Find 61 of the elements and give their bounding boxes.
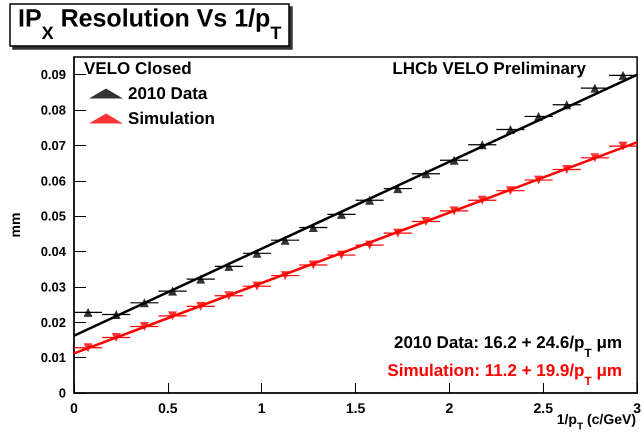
y-tick-label: 0.05 [40, 208, 66, 224]
point [450, 156, 459, 165]
point [168, 286, 178, 296]
y-tick-label: 0.02 [40, 314, 66, 330]
point [421, 216, 430, 226]
y-tick-label: 0.06 [40, 173, 66, 188]
point [168, 311, 178, 320]
point [618, 70, 628, 80]
point [280, 236, 290, 245]
y-tick-label: 0.08 [40, 102, 66, 118]
point [84, 343, 93, 352]
point [478, 196, 487, 205]
point [140, 322, 149, 332]
x-tick-label: 1 [258, 400, 266, 416]
point [421, 169, 430, 178]
y-axis-title: mm [7, 212, 23, 238]
point [308, 222, 318, 232]
legend-label: 2010 Data [128, 84, 208, 103]
point [450, 206, 459, 216]
point [196, 302, 206, 311]
point [252, 282, 262, 291]
point [252, 248, 262, 258]
y-tick-label: 0.09 [40, 67, 66, 82]
point [590, 84, 600, 93]
point [196, 274, 206, 284]
point [506, 186, 515, 196]
point [84, 308, 93, 317]
x-tick-label: 0 [70, 400, 78, 416]
point [562, 100, 572, 110]
point [336, 210, 346, 219]
point [308, 260, 318, 270]
x-tick-label: 2.5 [534, 400, 554, 416]
x-tick-label: 1.5 [346, 400, 366, 416]
y-tick-label: 0.03 [40, 279, 66, 294]
x-tick-label: 2 [446, 400, 454, 416]
legend-label: Simulation [128, 109, 215, 128]
x-tick-label: 0.5 [158, 400, 178, 416]
annotation: LHCb VELO Preliminary [392, 59, 587, 78]
point [393, 184, 402, 194]
y-tick-label: 0.04 [40, 244, 67, 260]
y-tick-label: 0.07 [40, 138, 66, 153]
point [393, 228, 402, 238]
x-tick-label: 3 [633, 400, 642, 416]
point [365, 196, 374, 205]
point [336, 250, 346, 260]
point [280, 271, 290, 280]
point [140, 298, 149, 308]
point [562, 164, 572, 174]
point [365, 240, 374, 250]
point [590, 153, 600, 162]
point [224, 262, 234, 271]
annotation: VELO Closed [84, 59, 192, 78]
y-tick-label: 0 [58, 386, 66, 400]
y-tick-label: 0.01 [40, 350, 66, 366]
point [224, 291, 234, 300]
point [112, 332, 121, 342]
point [506, 125, 515, 134]
point [534, 176, 544, 185]
point [618, 142, 628, 151]
point [534, 112, 544, 121]
point [478, 140, 487, 150]
